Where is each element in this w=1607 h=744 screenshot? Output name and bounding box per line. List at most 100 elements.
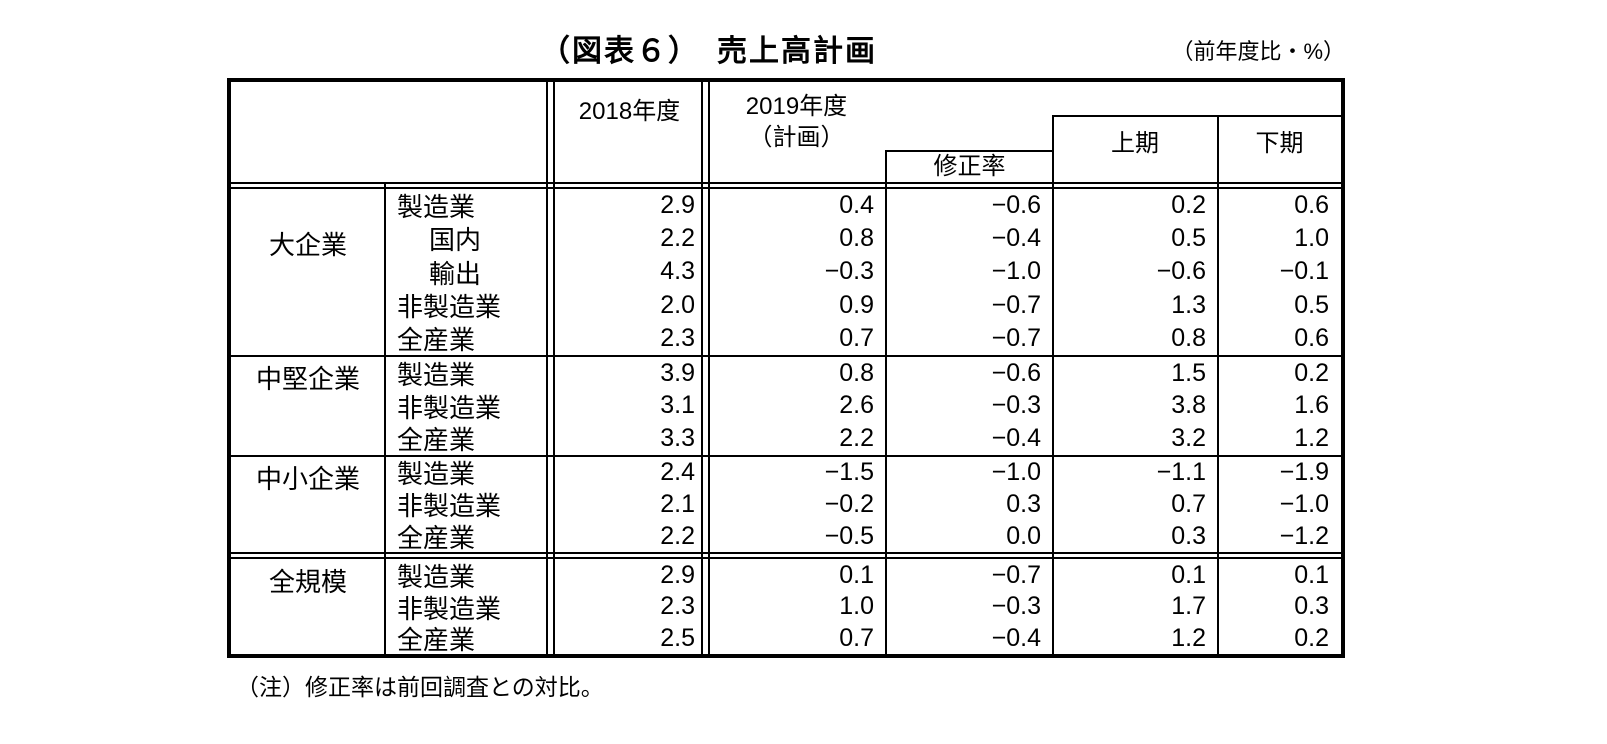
header-2019-line2: （計画） (748, 124, 845, 151)
value-cell: 0.3 (1006, 489, 1041, 518)
value-cell: 3.8 (1171, 391, 1206, 420)
value-cell: −0.2 (824, 489, 874, 518)
value-cell: −0.3 (991, 592, 1041, 621)
value-cell: −0.7 (991, 561, 1041, 590)
value-cell: 0.7 (839, 323, 874, 352)
value-cell: 1.0 (839, 592, 874, 621)
divider-line (231, 355, 1341, 357)
value-cell: −1.0 (991, 458, 1041, 487)
value-cell: 0.9 (839, 290, 874, 319)
divider-line (885, 150, 887, 654)
divider-line (553, 82, 555, 654)
value-cell: −0.1 (1279, 257, 1329, 286)
divider-line (708, 82, 710, 654)
sector-label: 製造業 (397, 562, 476, 592)
unit-label: （前年度比・%） (1171, 39, 1345, 64)
value-cell: 3.9 (660, 358, 695, 387)
divider-line (384, 182, 386, 654)
value-cell: 1.2 (1171, 623, 1206, 652)
header-2019-line1: 2019年度 (745, 93, 848, 120)
header-first-half: 上期 (1111, 130, 1159, 157)
value-cell: 1.3 (1171, 290, 1206, 319)
value-cell: −0.4 (991, 623, 1041, 652)
sector-label: 製造業 (397, 192, 476, 223)
divider-line (1052, 115, 1341, 117)
value-cell: 0.8 (839, 358, 874, 387)
group-large-enterprises: 大企業 製造業 2.9 0.4 −0.6 0.2 0.6 国内 2.2 0.8 … (231, 189, 1341, 355)
value-cell: 0.2 (1171, 191, 1206, 220)
header-second-half: 下期 (1255, 130, 1304, 157)
value-cell: 0.5 (1294, 290, 1329, 319)
divider-line (231, 455, 1341, 457)
value-cell: −0.5 (824, 521, 874, 550)
value-cell: −0.7 (991, 323, 1041, 352)
divider-line (1052, 115, 1054, 654)
group-label: 全規模 (268, 567, 347, 597)
value-cell: −0.3 (824, 257, 874, 286)
value-cell: 4.3 (660, 257, 695, 286)
group-label: 大企業 (268, 230, 347, 260)
value-cell: 2.1 (660, 489, 695, 518)
value-cell: 0.3 (1171, 521, 1206, 550)
value-cell: 3.1 (660, 391, 695, 420)
value-cell: 1.6 (1294, 391, 1329, 420)
value-cell: 3.3 (660, 424, 695, 453)
value-cell: 2.0 (660, 290, 695, 319)
value-cell: 0.2 (1294, 358, 1329, 387)
value-cell: 2.9 (660, 561, 695, 590)
group-midsize-enterprises: 中堅企業 製造業 3.9 0.8 −0.6 1.5 0.2 非製造業 3.1 2… (231, 357, 1341, 455)
value-cell: −0.6 (991, 191, 1041, 220)
sector-label: 国内 (429, 225, 482, 256)
value-cell: 0.8 (839, 224, 874, 253)
value-cell: 0.4 (839, 191, 874, 220)
sector-label: 非製造業 (397, 491, 502, 521)
header-2019-plan: 2019年度 （計画） (707, 91, 886, 153)
value-cell: −0.6 (991, 358, 1041, 387)
value-cell: −1.5 (824, 458, 874, 487)
value-cell: −0.4 (991, 224, 1041, 253)
value-cell: 2.6 (839, 391, 874, 420)
value-cell: −1.0 (991, 257, 1041, 286)
sector-label: 非製造業 (397, 593, 502, 623)
value-cell: 0.0 (1006, 521, 1041, 550)
value-cell: 3.2 (1171, 424, 1206, 453)
value-cell: −0.7 (991, 290, 1041, 319)
value-cell: 2.2 (660, 224, 695, 253)
group-label: 中小企業 (255, 464, 360, 494)
value-cell: 0.5 (1171, 224, 1206, 253)
value-cell: 2.9 (660, 191, 695, 220)
value-cell: 1.2 (1294, 424, 1329, 453)
value-cell: 1.0 (1294, 224, 1329, 253)
sector-label: 全産業 (397, 522, 476, 552)
value-cell: 0.7 (839, 623, 874, 652)
value-cell: 2.4 (660, 458, 695, 487)
value-cell: −1.9 (1279, 458, 1329, 487)
page-title: （図表６） 売上高計画 (540, 35, 877, 68)
divider-line (231, 552, 1341, 554)
value-cell: 1.7 (1171, 592, 1206, 621)
value-cell: 0.2 (1294, 623, 1329, 652)
value-cell: 2.2 (660, 521, 695, 550)
value-cell: 2.3 (660, 323, 695, 352)
divider-line (1217, 115, 1219, 654)
divider-line (546, 82, 548, 654)
value-cell: 0.1 (839, 561, 874, 590)
sector-label: 製造業 (397, 359, 476, 390)
group-all-sizes: 全規模 製造業 2.9 0.1 −0.7 0.1 0.1 非製造業 2.3 1.… (231, 560, 1341, 654)
value-cell: 0.1 (1294, 561, 1329, 590)
value-cell: −1.2 (1279, 521, 1329, 550)
sector-label: 全産業 (397, 324, 476, 355)
sector-label: 輸出 (429, 258, 482, 289)
sector-label: 全産業 (397, 425, 476, 455)
sales-plan-table: 2018年度 2019年度 （計画） 修正率 上期 下期 大企業 製造業 2.9… (227, 78, 1345, 658)
footnote: （注）修正率は前回調査との対比。 (236, 674, 604, 700)
value-cell: 0.8 (1171, 323, 1206, 352)
value-cell: −1.1 (1156, 458, 1206, 487)
divider-line (885, 150, 1054, 152)
divider-line (701, 82, 703, 654)
header-2018: 2018年度 (578, 98, 681, 125)
value-cell: 2.5 (660, 623, 695, 652)
value-cell: 1.5 (1171, 358, 1206, 387)
divider-line (231, 187, 1341, 189)
